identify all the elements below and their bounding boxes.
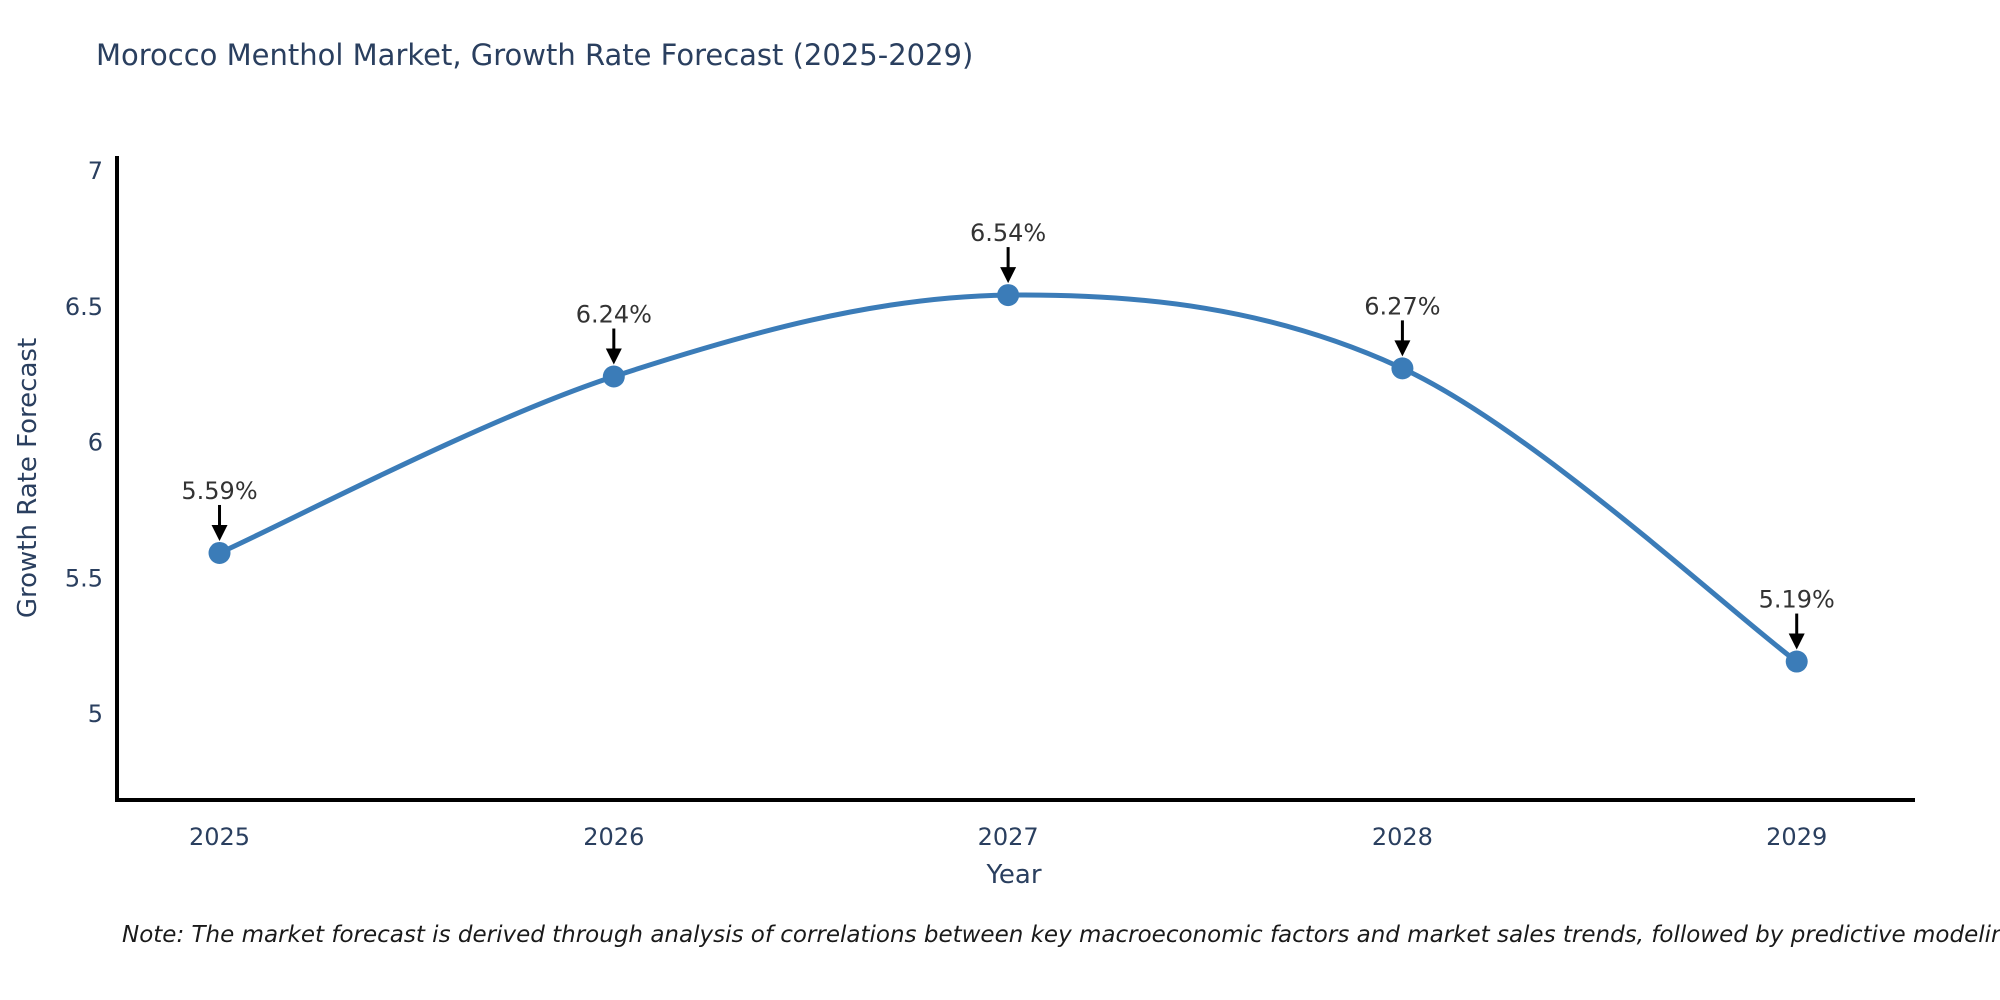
- y-tick-label: 5: [88, 700, 103, 728]
- data-point-label: 6.54%: [970, 219, 1046, 247]
- annotation-arrowhead: [1000, 267, 1017, 284]
- data-point-label: 6.24%: [576, 301, 652, 329]
- data-point-label: 5.59%: [181, 477, 257, 505]
- x-tick-label: 2027: [978, 823, 1039, 851]
- y-tick-label: 6.5: [65, 293, 103, 321]
- y-tick-label: 6: [88, 429, 103, 457]
- x-tick-label: 2025: [189, 823, 250, 851]
- data-point-marker: [208, 541, 231, 564]
- y-tick-label: 5.5: [65, 564, 103, 592]
- data-point-marker: [602, 365, 625, 388]
- chart-title: Morocco Menthol Market, Growth Rate Fore…: [96, 38, 974, 72]
- annotation-arrowhead: [211, 524, 228, 541]
- data-point-marker: [997, 284, 1020, 307]
- annotation-arrowhead: [605, 348, 622, 365]
- data-point-label: 5.19%: [1759, 586, 1835, 614]
- data-point-label: 6.27%: [1364, 292, 1440, 320]
- annotation-arrowhead: [1788, 633, 1805, 650]
- x-tick-label: 2026: [583, 823, 644, 851]
- data-point-marker: [1391, 357, 1414, 380]
- x-axis-title: Year: [986, 860, 1042, 890]
- forecast-line: [217, 292, 1800, 665]
- annotation-arrowhead: [1394, 340, 1411, 357]
- data-point-marker: [1785, 650, 1808, 673]
- footnote: Note: The market forecast is derived thr…: [122, 922, 2000, 948]
- x-tick-label: 2028: [1372, 823, 1433, 851]
- y-tick-label: 7: [88, 157, 103, 185]
- x-tick-label: 2029: [1766, 823, 1827, 851]
